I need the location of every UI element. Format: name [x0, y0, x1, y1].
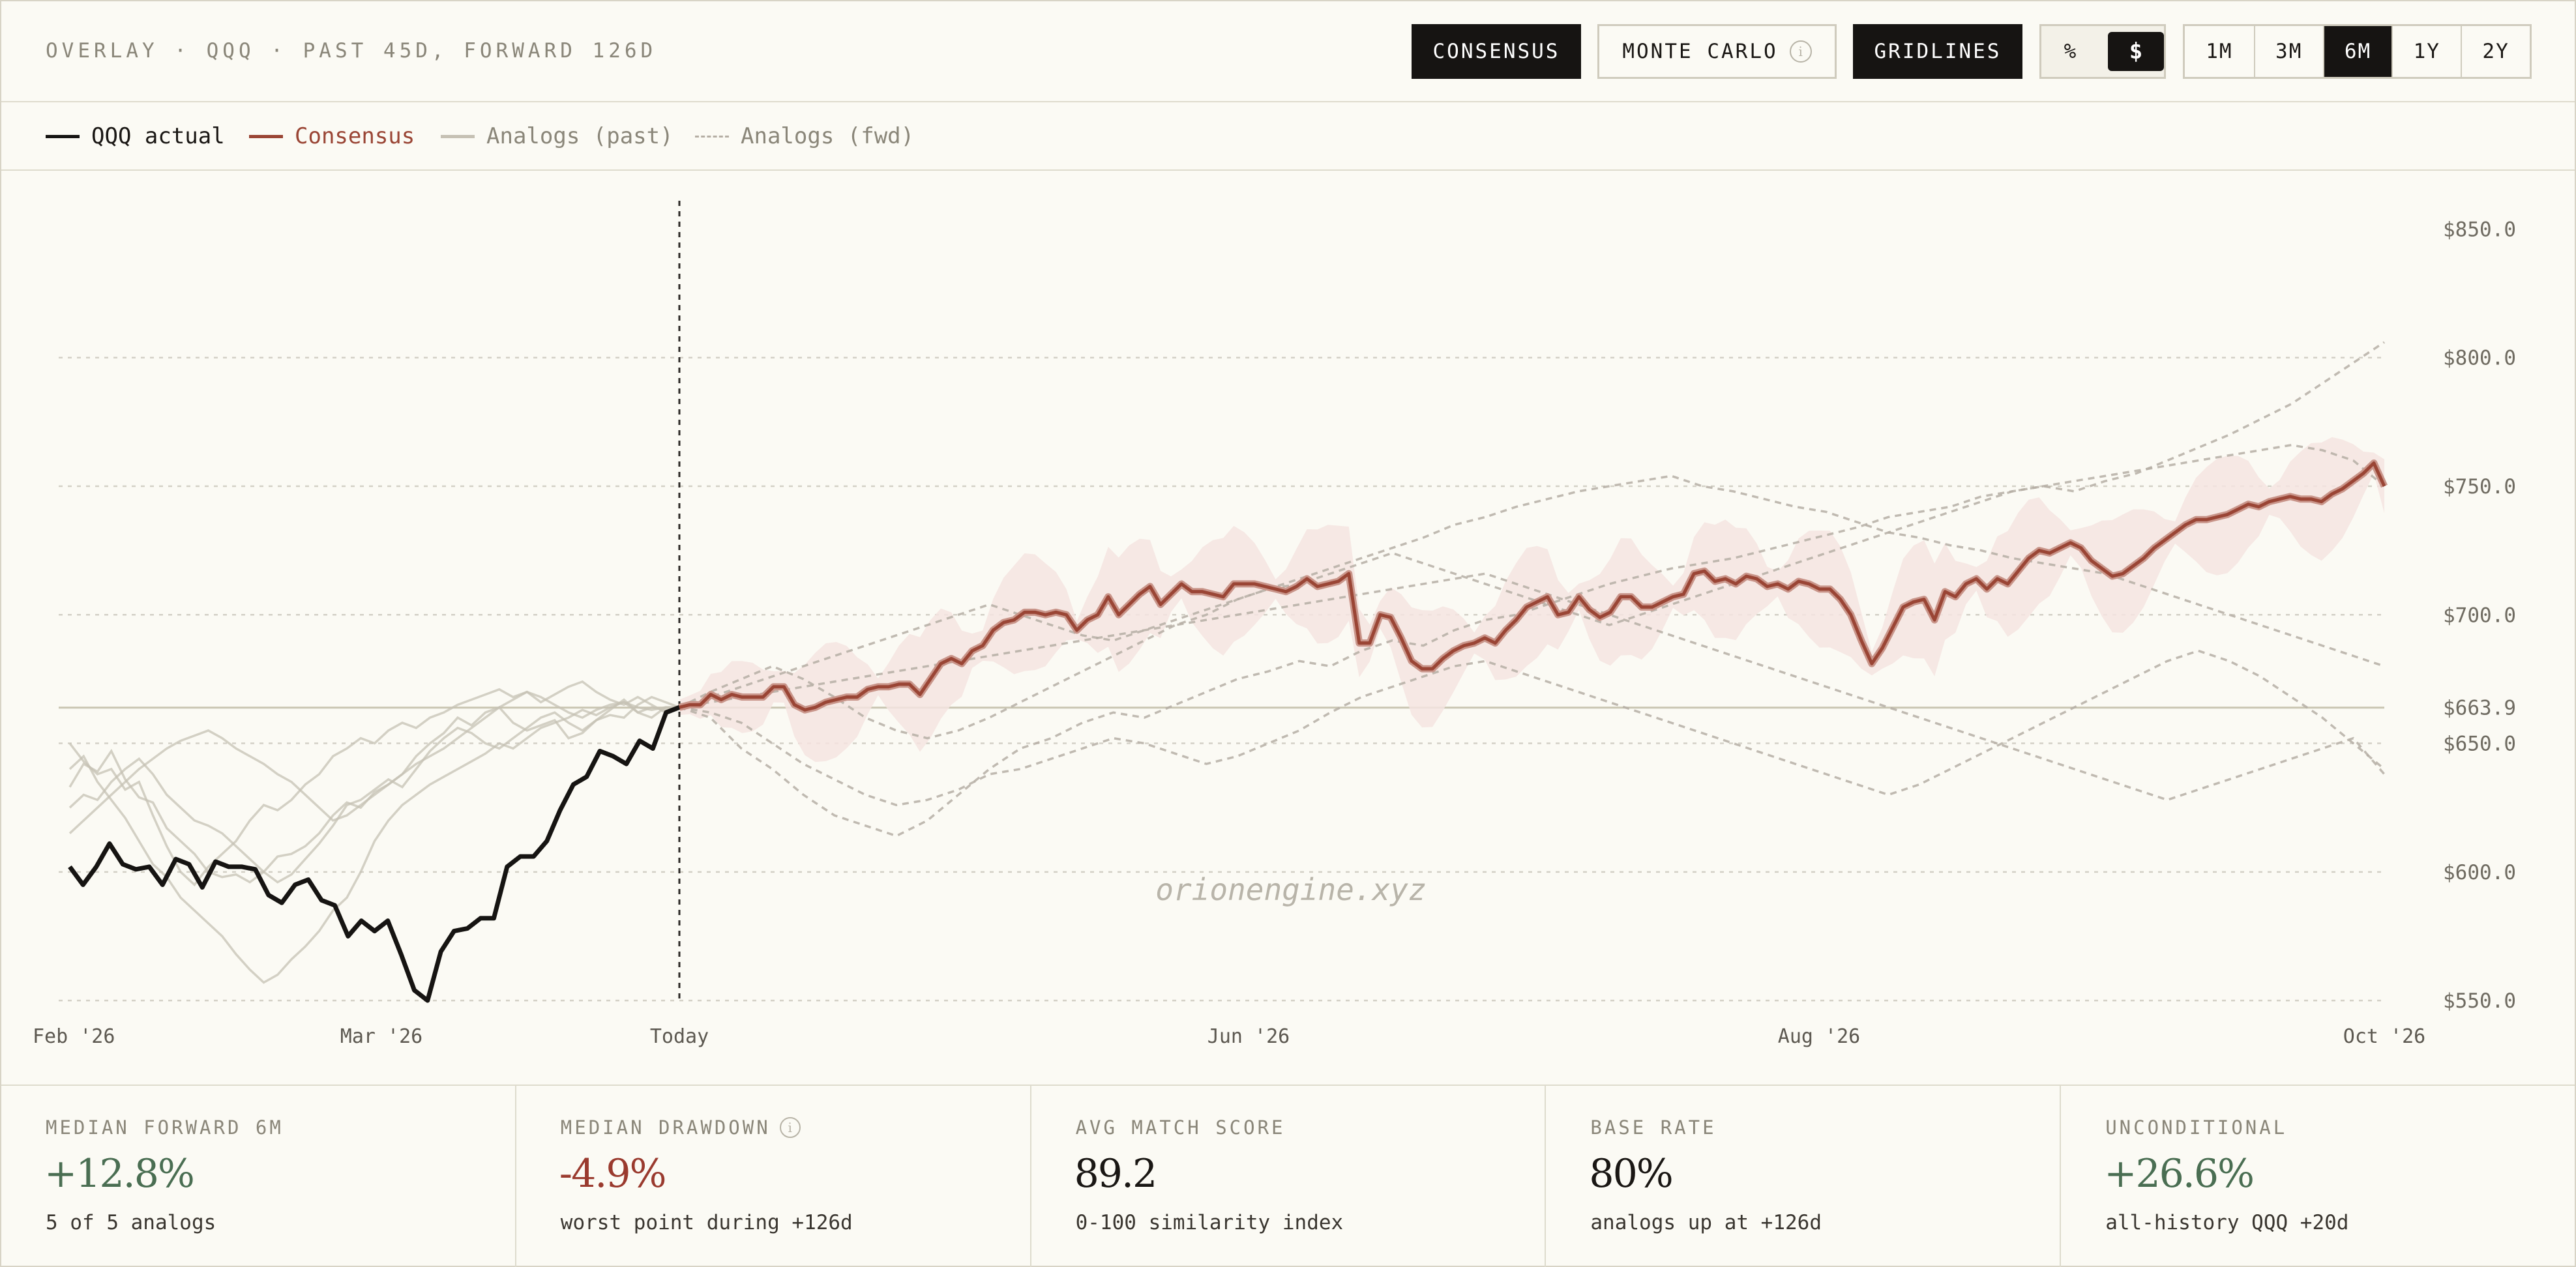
y-tick-label: $700.0 [2443, 604, 2516, 627]
monte-carlo-toggle[interactable]: MONTE CARLO i [1597, 24, 1837, 79]
legend-label-analogs-past: Analogs (past) [486, 123, 674, 149]
y-tick-label: $650.0 [2443, 733, 2516, 756]
y-tick-label: $850.0 [2443, 218, 2516, 241]
stat-card: AVG MATCH SCORE 89.2 0-100 similarity inde… [1031, 1086, 1547, 1267]
stat-subtext: worst point during +126d [560, 1211, 853, 1234]
stats-row: MEDIAN FORWARD 6M +12.8% 5 of 5 analogs MED… [1, 1085, 2575, 1267]
x-tick-label: Mar '26 [340, 1025, 422, 1048]
stat-value: +12.8% [44, 1151, 195, 1197]
x-tick-label: Aug '26 [1778, 1025, 1860, 1048]
legend-swatch-actual [46, 134, 80, 138]
stat-label-text: MEDIAN DRAWDOWN [560, 1116, 771, 1139]
legend-item-actual: QQQ actual [46, 122, 225, 151]
chart-title: OVERLAY · QQQ · PAST 45D, FORWARD 126D [46, 39, 657, 63]
legend-label-consensus: Consensus [295, 123, 415, 149]
stat-label-text: BASE RATE [1590, 1116, 1717, 1139]
consensus-toggle[interactable]: CONSENSUS [1412, 24, 1581, 79]
stat-label-text: UNCONDITIONAL [2105, 1116, 2288, 1139]
chart-area[interactable]: $850.0 $800.0 $750.0 $700.0 $650.0 $600.0 $550… [1, 172, 2575, 1085]
stat-label: AVG MATCH SCORE [1076, 1116, 1286, 1139]
range-button-1y[interactable]: 1Y [2391, 26, 2461, 77]
toolbar: OVERLAY · QQQ · PAST 45D, FORWARD 126D C… [1, 1, 2575, 102]
analog-fwd-line [679, 444, 2386, 708]
watermark: orionengine.xyz [1155, 872, 1426, 907]
legend-item-analogs-fwd: Analogs (fwd) [695, 122, 914, 151]
reference-label: $663.9 [2443, 697, 2516, 720]
stat-label-text: MEDIAN FORWARD 6M [46, 1116, 284, 1139]
stat-value: -4.9% [559, 1151, 667, 1197]
stat-value: +26.6% [2104, 1151, 2255, 1197]
range-button-3m[interactable]: 3M [2253, 26, 2323, 77]
x-tick-label: Jun '26 [1207, 1025, 1290, 1048]
y-tick-label: $600.0 [2443, 861, 2516, 884]
legend-item-analogs-past: Analogs (past) [441, 122, 674, 151]
analog-fwd-line [679, 474, 2385, 740]
info-icon[interactable]: i [779, 1117, 801, 1138]
actual-line [68, 705, 681, 1003]
legend-swatch-analogs-past [441, 134, 475, 138]
y-tick-label: $550.0 [2443, 989, 2516, 1013]
analog-fwd-line [679, 649, 2386, 807]
percent-unit-button[interactable]: % [2064, 40, 2078, 63]
gridlines-toggle[interactable]: GRIDLINES [1853, 24, 2022, 79]
legend-item-consensus: Consensus [249, 122, 415, 151]
consensus-line [679, 461, 2386, 712]
analog-fwd-line [679, 341, 2385, 837]
range-button-2y[interactable]: 2Y [2461, 26, 2530, 77]
stat-label-text: AVG MATCH SCORE [1075, 1116, 1286, 1139]
stat-subtext: 5 of 5 analogs [46, 1211, 216, 1234]
stat-card: MEDIAN DRAWDOWN i -4.9% worst point during … [516, 1086, 1031, 1267]
stat-label: BASE RATE [1590, 1116, 1716, 1139]
stat-card: UNCONDITIONAL +26.6% all-history QQQ +20d [2061, 1086, 2575, 1267]
range-selector: 1M 3M 6M 1Y 2Y [2183, 24, 2532, 79]
range-button-1m[interactable]: 1M [2206, 40, 2233, 63]
stat-label: MEDIAN FORWARD 6M [46, 1116, 284, 1139]
legend-swatch-consensus [249, 134, 283, 138]
stat-subtext: 0-100 similarity index [1075, 1211, 1344, 1234]
stat-label: MEDIAN DRAWDOWN i [561, 1116, 801, 1139]
range-button-6m[interactable]: 6M [2322, 26, 2392, 77]
stat-card: BASE RATE 80% analogs up at +126d [1546, 1086, 2062, 1267]
dollar-unit-button[interactable]: $ [2108, 32, 2164, 71]
stat-value: 80% [1589, 1151, 1673, 1197]
info-icon[interactable]: i [1789, 40, 1812, 63]
monte-carlo-label: MONTE CARLO [1622, 40, 1778, 63]
y-tick-label: $800.0 [2443, 347, 2516, 370]
stat-value: 89.2 [1074, 1151, 1158, 1197]
legend-label-actual: QQQ actual [91, 123, 225, 149]
x-tick-label: Feb '26 [33, 1025, 115, 1048]
analog-past-line [68, 701, 680, 984]
legend-swatch-analogs-fwd [695, 135, 729, 138]
analog-past-line [68, 698, 679, 884]
stat-label: UNCONDITIONAL [2105, 1116, 2287, 1139]
stat-subtext: all-history QQQ +20d [2105, 1211, 2349, 1234]
overlay-chart[interactable]: $850.0 $800.0 $750.0 $700.0 $650.0 $600.0 $550… [1, 172, 2575, 1085]
x-tick-label: Today [650, 1025, 709, 1048]
analog-past-line [68, 690, 679, 834]
stat-card: MEDIAN FORWARD 6M +12.8% 5 of 5 analogs [1, 1086, 516, 1267]
y-tick-label: $750.0 [2443, 475, 2516, 499]
legend-label-analogs-fwd: Analogs (fwd) [741, 123, 915, 149]
unit-toggle: % $ [2039, 24, 2166, 79]
analog-past-line [68, 680, 680, 887]
chart-legend: QQQ actual Consensus Analogs (past) Anal… [1, 102, 2575, 171]
x-tick-label: Oct '26 [2343, 1025, 2425, 1048]
analog-past-line [68, 695, 680, 884]
stat-subtext: analogs up at +126d [1590, 1211, 1822, 1234]
